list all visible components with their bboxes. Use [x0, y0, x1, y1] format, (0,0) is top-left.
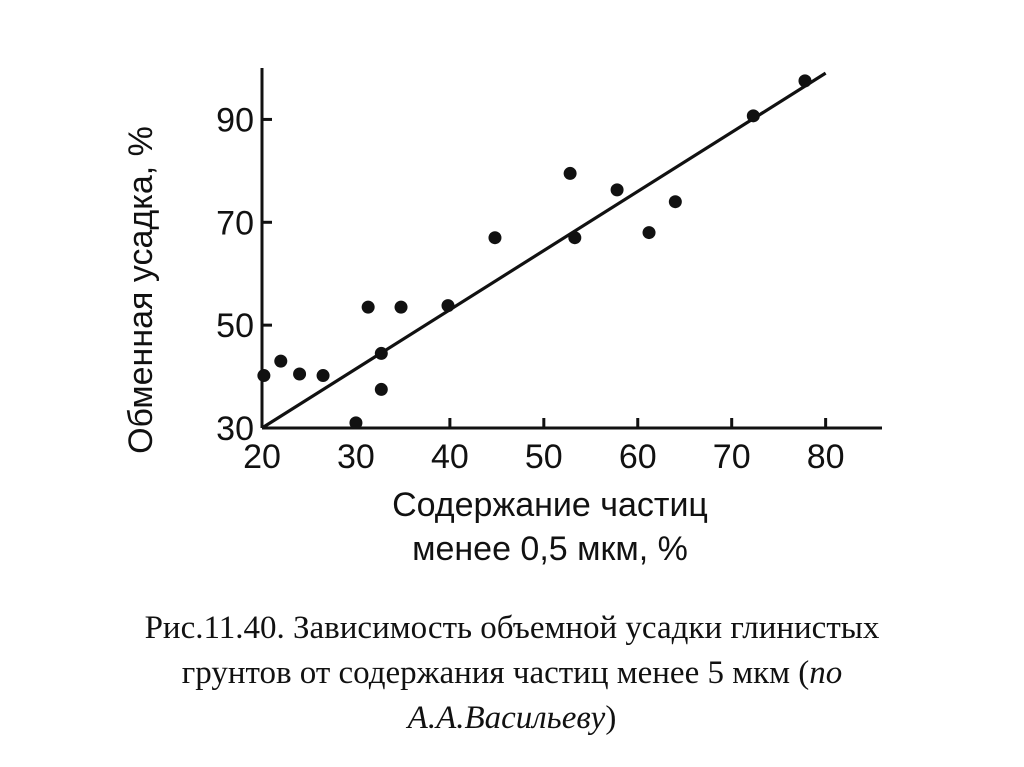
data-points: [257, 74, 812, 430]
y-tick-label: 70: [216, 204, 254, 242]
data-point: [668, 195, 682, 209]
trend-line: [261, 71, 827, 430]
x-tick-label: 20: [243, 438, 281, 476]
caption-author: А.А.Васильеву: [407, 700, 606, 736]
x-tick-label: 30: [337, 438, 375, 476]
y-tick-label: 50: [216, 307, 254, 345]
data-point: [441, 299, 455, 313]
axes: [260, 68, 882, 430]
data-point: [374, 382, 388, 396]
data-point: [563, 166, 577, 180]
data-point: [349, 416, 363, 430]
caption-line-3-text: ): [605, 700, 617, 736]
data-point: [293, 367, 307, 381]
caption-line-1: Рис.11.40. Зависимость объемной усадки г…: [144, 610, 880, 646]
data-point: [568, 231, 582, 245]
y-tick-label: 90: [216, 101, 254, 139]
caption-line-2-text: грунтов от содержания частиц менее 5 мкм…: [181, 655, 810, 691]
y-axis-title: Обменная усадка, %: [122, 126, 160, 454]
x-axis-title-line1: Содержание частиц: [392, 486, 708, 524]
x-tick-label: 80: [807, 438, 845, 476]
data-point: [610, 183, 624, 197]
data-point: [394, 300, 408, 314]
figure-caption: Рис.11.40. Зависимость объемной усадки г…: [0, 606, 1024, 741]
y-tick-label: 30: [216, 410, 254, 448]
x-tick-label: 70: [713, 438, 751, 476]
data-point: [746, 109, 760, 123]
caption-line-2-italic: по: [809, 655, 843, 691]
caption-line-3: А.А.Васильеву): [0, 696, 1024, 741]
trend-line-group: [261, 71, 827, 430]
data-point: [798, 74, 812, 88]
data-point: [361, 300, 375, 314]
data-point: [488, 231, 502, 245]
x-tick-label: 40: [431, 438, 469, 476]
x-tick-label: 60: [619, 438, 657, 476]
data-point: [374, 346, 388, 360]
data-point: [642, 226, 656, 240]
data-point: [316, 369, 330, 383]
x-axis-title-line2: менее 0,5 мкм, %: [412, 530, 688, 568]
data-point: [257, 369, 271, 383]
x-tick-label: 50: [525, 438, 563, 476]
caption-line-2: грунтов от содержания частиц менее 5 мкм…: [0, 651, 1024, 696]
data-point: [274, 354, 288, 368]
